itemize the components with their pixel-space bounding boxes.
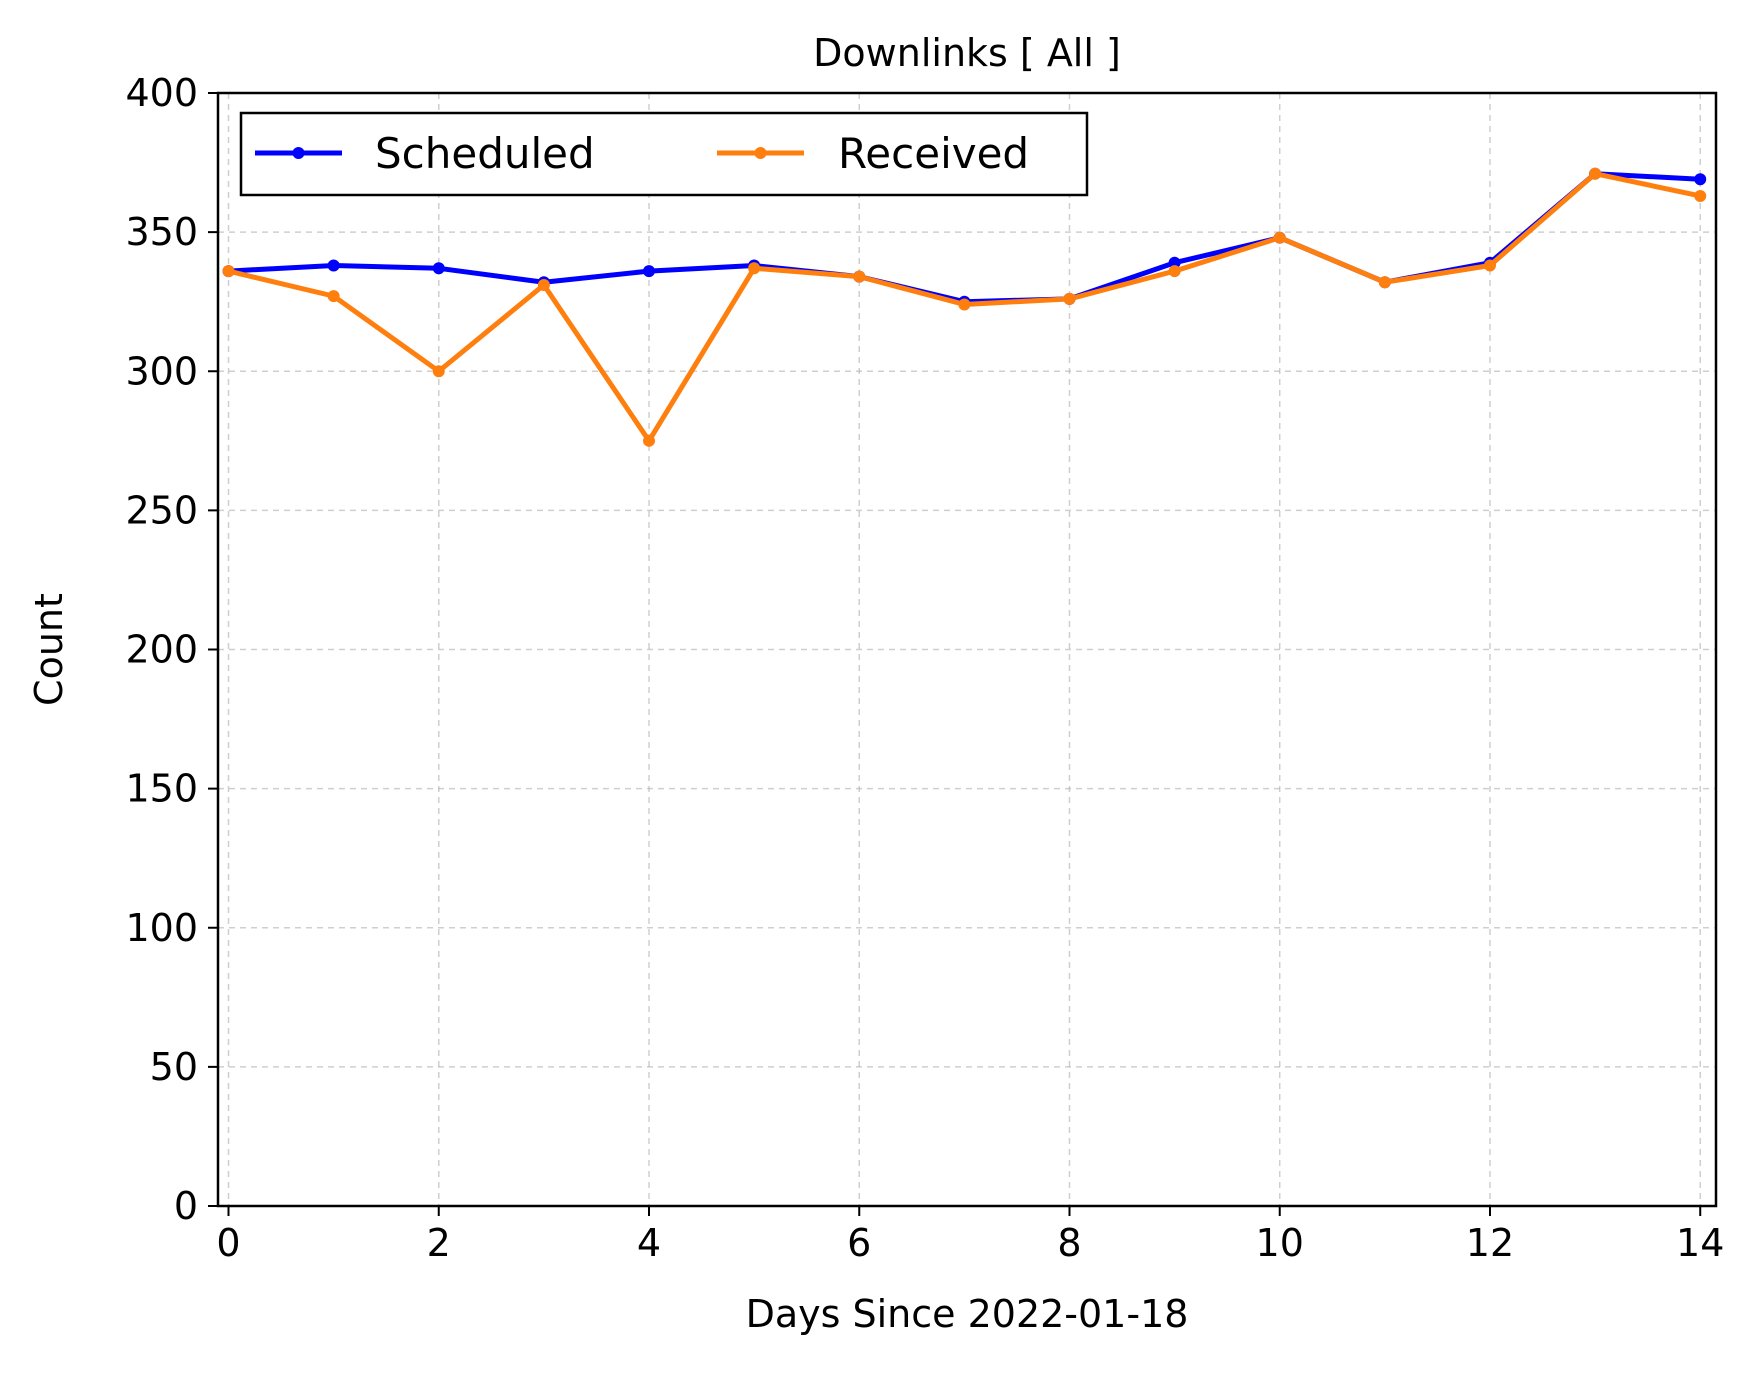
axis-ticks: 0 2 4 6 8 10 12 14 0 50 100 150 200 250 300 350 400 — [125, 71, 1724, 1265]
data-point-scheduled — [1168, 256, 1181, 269]
data-point-received — [1589, 167, 1602, 180]
x-tick-label: 12 — [1466, 1221, 1514, 1265]
data-point-received — [643, 434, 656, 447]
data-point-received — [1168, 265, 1181, 278]
x-tick-label: 10 — [1256, 1221, 1304, 1265]
data-point-scheduled — [643, 265, 656, 278]
data-point-received — [1694, 189, 1707, 202]
y-tick-label: 100 — [125, 906, 198, 950]
legend: Scheduled Received — [239, 111, 1089, 197]
chart-title: Downlinks [ All ] — [813, 31, 1121, 75]
data-point-received — [853, 270, 866, 283]
data-point-received — [222, 265, 235, 278]
series-lines — [222, 167, 1707, 447]
data-point-received — [1063, 292, 1076, 305]
legend-label-scheduled: Scheduled — [375, 129, 595, 178]
x-tick-label: 14 — [1676, 1221, 1724, 1265]
legend-marker-received — [754, 147, 767, 159]
legend-box — [239, 111, 1089, 197]
data-point-received — [958, 298, 971, 311]
x-axis-title: Days Since 2022-01-18 — [746, 1292, 1189, 1336]
data-point-received — [1273, 231, 1286, 244]
y-tick-label: 400 — [125, 71, 198, 115]
data-point-received — [432, 365, 445, 378]
data-point-received — [537, 278, 550, 291]
data-point-scheduled — [1694, 173, 1707, 186]
y-tick-label: 50 — [150, 1045, 198, 1089]
data-point-received — [327, 290, 340, 303]
y-tick-label: 150 — [125, 767, 198, 811]
y-axis-title: Count — [27, 593, 71, 706]
data-point-received — [748, 262, 761, 275]
data-point-received — [1483, 259, 1496, 272]
x-tick-label: 8 — [1057, 1221, 1081, 1265]
data-point-received — [1378, 276, 1391, 289]
data-point-scheduled — [327, 259, 340, 272]
y-tick-label: 350 — [125, 210, 198, 254]
data-point-scheduled — [432, 262, 445, 275]
legend-marker-scheduled — [292, 147, 305, 159]
x-tick-label: 2 — [427, 1221, 451, 1265]
x-tick-label: 6 — [847, 1221, 871, 1265]
legend-entry-received: Received — [717, 129, 1029, 178]
y-tick-label: 200 — [125, 628, 198, 672]
x-tick-label: 0 — [216, 1221, 240, 1265]
x-tick-label: 4 — [637, 1221, 661, 1265]
legend-label-received: Received — [838, 129, 1029, 178]
y-tick-label: 300 — [125, 349, 198, 393]
y-tick-label: 250 — [125, 488, 198, 532]
y-tick-label: 0 — [174, 1184, 198, 1228]
legend-entry-scheduled: Scheduled — [255, 129, 595, 178]
